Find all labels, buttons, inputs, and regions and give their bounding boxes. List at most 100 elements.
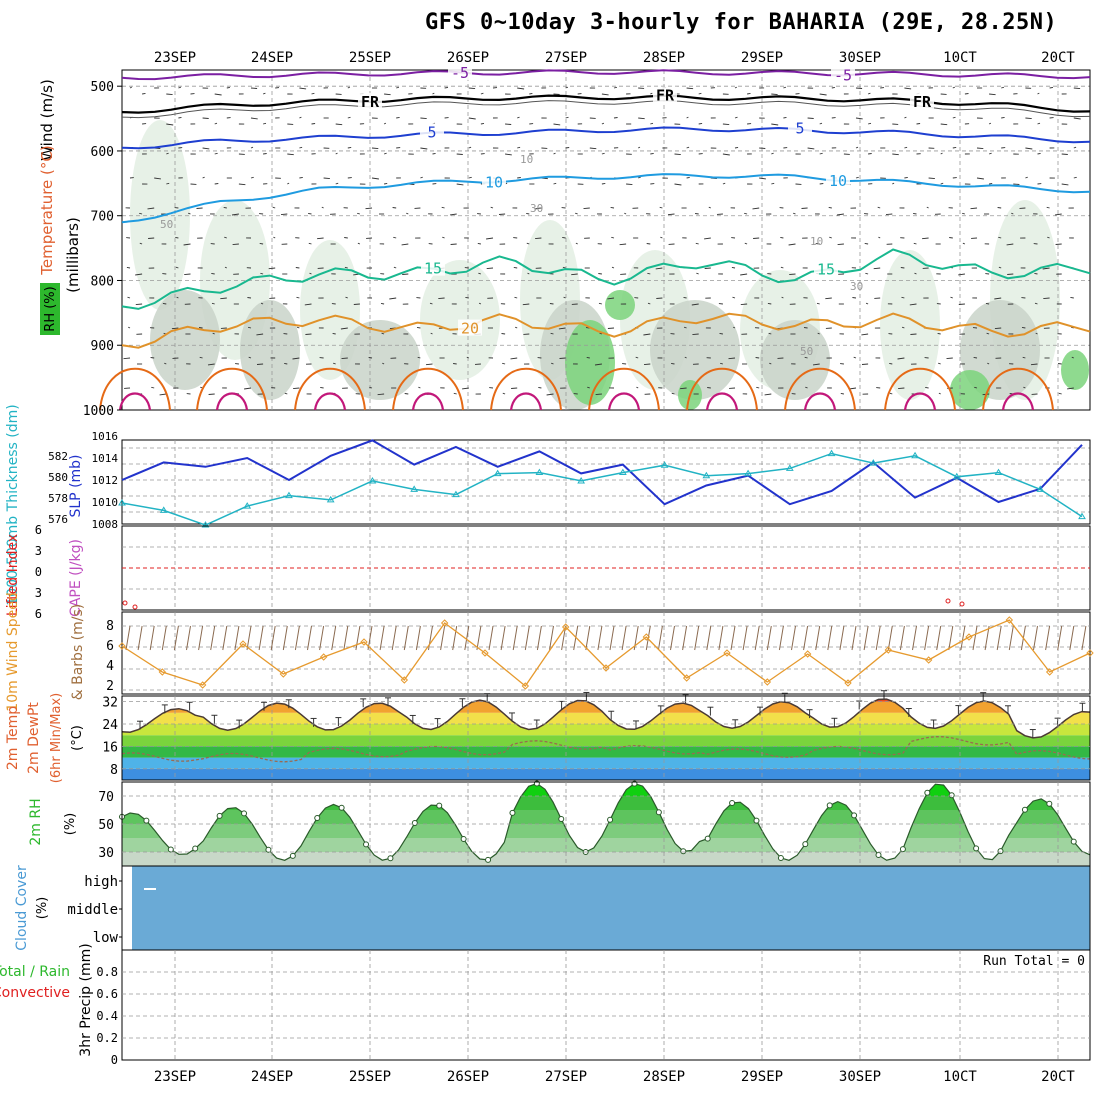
isotherm-1 <box>121 69 1091 81</box>
wind-tick-label: 8 <box>106 619 114 634</box>
wind-barb <box>913 242 917 245</box>
wind-barb <box>938 362 941 365</box>
wind10m-barb <box>549 625 554 651</box>
wind-barb <box>686 116 689 119</box>
wind-barb <box>599 332 603 335</box>
wind-barb <box>260 302 264 305</box>
wind-barb <box>771 182 775 185</box>
wind-barb <box>793 212 796 215</box>
date-label-top: 25SEP <box>349 50 391 66</box>
thickness-point <box>702 471 711 479</box>
wind-barb <box>722 182 726 185</box>
wind-barb <box>139 242 143 245</box>
wind-barb <box>501 333 506 335</box>
ylabel-slp: SLP (mb) <box>68 454 84 517</box>
wind10m-point <box>198 681 207 689</box>
date-label-top: 28SEP <box>643 50 685 66</box>
wind10m-point <box>521 682 530 690</box>
isotherm-label-bg <box>826 172 850 189</box>
y-tick-label: 500 <box>91 80 114 95</box>
isotherm-label-bg <box>482 173 506 190</box>
wind-barb <box>877 206 881 209</box>
wind-barb <box>178 116 182 119</box>
wind-barb <box>704 267 711 269</box>
temp-band <box>122 768 1090 780</box>
ylabel-temperature: Temperature (°C) <box>38 145 56 275</box>
wind-barb <box>139 212 143 215</box>
wind-barb <box>817 332 820 335</box>
wind-barb <box>914 272 917 275</box>
ylabel-cloud: Cloud Cover <box>14 865 30 951</box>
date-label-top: 10CT <box>943 50 977 66</box>
wind-barb <box>732 296 736 299</box>
y-tick-label: 700 <box>91 210 114 225</box>
rh-point <box>241 810 248 817</box>
wind-barb <box>178 86 182 89</box>
wind10m-point <box>682 674 691 682</box>
wind-barb <box>296 296 300 299</box>
wind-barb <box>938 392 941 395</box>
rh-point <box>948 792 955 799</box>
date-label-top: 30SEP <box>839 50 881 66</box>
wind-barb <box>940 152 943 155</box>
cape-tick-label: 3 <box>35 586 42 600</box>
wind-barb <box>453 392 457 395</box>
wind10m-point <box>158 668 167 676</box>
wind10m-barb <box>863 625 869 651</box>
wind-barb <box>123 357 131 360</box>
wind-barb <box>744 212 748 215</box>
wind-barb <box>384 93 391 96</box>
wind10m-line <box>121 619 1091 687</box>
warm-contour <box>392 367 464 411</box>
wind10m-barb <box>851 625 857 651</box>
wind-barb <box>1011 212 1014 215</box>
wind-barb <box>831 86 835 89</box>
hot-contour <box>705 392 739 411</box>
wind-barb <box>260 272 264 275</box>
date-label-bottom: 24SEP <box>251 1069 293 1085</box>
wind-barb <box>450 243 457 245</box>
isotherm-label-bg <box>788 119 812 136</box>
precip-tick-label: 0.2 <box>96 1031 118 1045</box>
wind-barb <box>425 363 433 366</box>
wind-barb <box>994 297 1002 300</box>
wind-barb <box>256 363 264 365</box>
wind-barb <box>904 87 912 90</box>
rh-point <box>826 802 833 809</box>
wind-barb <box>1073 176 1077 179</box>
rh-point <box>558 816 565 823</box>
rh-point <box>802 841 809 848</box>
rh-point <box>655 809 662 816</box>
wind-barb <box>1021 326 1026 329</box>
wind10m-barb <box>198 625 204 651</box>
wind-barb <box>889 392 893 395</box>
thickness-point <box>618 468 627 476</box>
wind-barb <box>535 237 542 240</box>
wind-barb <box>272 206 276 209</box>
wind-barb <box>383 152 387 155</box>
precip-tick-label: 0 <box>111 1053 118 1067</box>
wind10m-barb <box>428 625 433 651</box>
wind-barb <box>368 356 373 359</box>
wind-barb <box>660 236 663 239</box>
wind-barb <box>420 147 428 150</box>
wind10m-barb <box>936 625 942 651</box>
rh-point <box>485 856 492 863</box>
wind-barb <box>636 386 639 389</box>
wind10m-barb <box>452 625 458 651</box>
temp-tick-label: 16 <box>102 740 118 755</box>
isotherm-label: 5 <box>795 120 804 138</box>
thickness-point <box>201 521 210 528</box>
temp-line <box>121 698 1091 739</box>
wind-barb <box>381 332 385 335</box>
thickness-tick-label: 580 <box>48 471 68 484</box>
wind10m-barb <box>391 625 397 651</box>
wind10m-barb <box>1033 625 1038 651</box>
ylabel-temp-units: (°C) <box>70 725 85 751</box>
thickness-point <box>785 464 794 471</box>
wind-barb <box>517 116 520 119</box>
wind-barb <box>166 93 173 96</box>
wind-barb <box>1025 176 1028 179</box>
wind-barb <box>211 272 215 275</box>
